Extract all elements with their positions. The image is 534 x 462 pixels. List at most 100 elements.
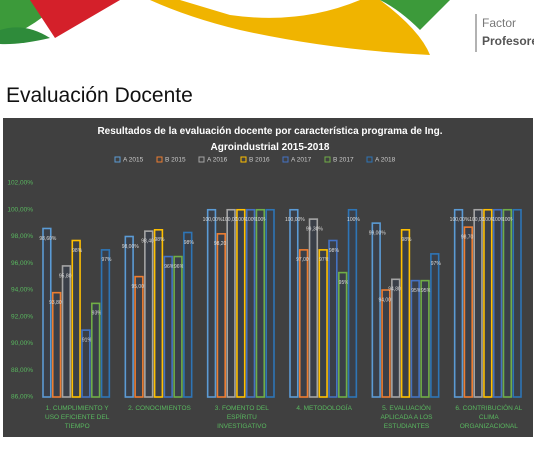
value-label: 99,30%	[306, 226, 324, 232]
value-label: 96%	[174, 264, 185, 270]
bar	[255, 208, 266, 398]
white-shape	[180, 0, 360, 18]
x-tick-label: 4. METODOLOGÍA	[296, 405, 352, 412]
value-label: 98%	[72, 248, 83, 254]
bar	[298, 249, 309, 398]
y-tick-label: 96,00%	[11, 260, 33, 267]
value-label: 98%	[329, 248, 340, 254]
y-tick-label: 86,00%	[11, 394, 33, 401]
value-label: 91%	[82, 337, 93, 343]
bar	[512, 208, 522, 398]
bar	[381, 289, 391, 398]
bar	[502, 208, 513, 398]
bar	[400, 229, 411, 398]
value-label: 100%	[245, 217, 258, 223]
legend-label: A 2016	[207, 157, 228, 164]
value-label: 98%	[184, 240, 195, 246]
bar	[473, 208, 483, 398]
bar	[236, 208, 246, 398]
legend-label: B 2016	[249, 157, 270, 164]
bar	[183, 231, 193, 398]
legend-label: B 2015	[165, 157, 186, 164]
bar	[206, 208, 217, 398]
value-label: 93%	[92, 311, 103, 317]
bar	[51, 291, 62, 398]
legend-label: A 2017	[291, 157, 312, 164]
value-label: 98%	[401, 237, 412, 243]
value-label: 97%	[319, 257, 330, 263]
value-label: 95,80%	[59, 273, 77, 279]
bar	[42, 227, 52, 398]
green-shape	[380, 0, 450, 30]
value-label: 97%	[431, 261, 442, 267]
legend-swatch	[114, 156, 121, 163]
value-label: 95%	[411, 288, 422, 294]
bar	[308, 218, 319, 398]
yellow-shape	[150, 0, 430, 55]
bar	[265, 208, 275, 398]
value-label: 100,00%	[450, 217, 470, 223]
legend-swatch	[156, 156, 163, 163]
bar	[430, 253, 440, 398]
value-label: 100%	[235, 217, 248, 223]
value-label: 97%	[101, 257, 112, 263]
x-tick-label: 3. FOMENTO DEL ESPÍRITU INVESTIGATIVO	[214, 405, 269, 430]
green-shape	[0, 27, 50, 45]
bar	[216, 233, 226, 398]
header-art	[0, 0, 477, 55]
value-label: 100%	[347, 217, 360, 223]
value-label: 99,00%	[369, 230, 387, 236]
value-label: 100,00%	[222, 217, 242, 223]
value-label: 98,40%	[141, 238, 159, 244]
bar	[420, 279, 430, 398]
value-label: 98,00%	[122, 244, 140, 250]
legend-label: A 2015	[123, 157, 144, 164]
value-label: 93,80%	[49, 300, 67, 306]
x-tick-label: 2. CONOCIMIENTOS	[128, 405, 191, 412]
chart-panel	[3, 118, 533, 437]
chart-title: Resultados de la evaluación docente por …	[97, 126, 443, 153]
page-title: Evaluación Docente	[6, 84, 193, 107]
bar	[410, 279, 420, 398]
bar	[338, 271, 348, 398]
bar	[71, 239, 81, 398]
value-label: 95%	[339, 280, 350, 286]
bar	[134, 275, 144, 398]
value-label: 100%	[492, 217, 505, 223]
value-label: 94,00%	[378, 297, 396, 303]
legend-swatch	[324, 156, 331, 163]
bar	[163, 255, 173, 398]
bar	[91, 302, 101, 398]
x-tick-label: 6. CONTRIBUCIÓN AL CLIMA ORGANIZACIONAL	[455, 405, 523, 430]
value-label: 98,70%	[461, 234, 479, 240]
value-label: 96%	[164, 264, 175, 270]
legend-swatch	[282, 156, 289, 163]
bar	[318, 249, 328, 398]
bar	[289, 208, 299, 398]
bar	[153, 229, 164, 398]
bar	[100, 249, 111, 398]
logo-text: Factor	[482, 16, 517, 30]
legend-label: B 2017	[333, 157, 354, 164]
bar	[371, 222, 381, 398]
value-label: 94,80%	[388, 287, 406, 293]
value-label: 100,00%	[469, 217, 489, 223]
legend-swatch	[198, 156, 205, 163]
bar	[328, 239, 338, 398]
header: Factor Profesores	[0, 0, 534, 80]
y-tick-label: 94,00%	[11, 287, 33, 294]
bar	[124, 235, 134, 398]
bar	[173, 255, 183, 398]
value-label: 100%	[255, 217, 268, 223]
bar	[483, 208, 493, 398]
x-tick-label: 5. EVALUACIÓN APLICADA A LOS ESTUDIANTES	[380, 405, 433, 430]
legend-swatch	[366, 156, 373, 163]
legend-swatch	[240, 156, 247, 163]
y-tick-label: 88,00%	[11, 367, 33, 374]
x-tick-label: 1. CUMPLIMIENTO Y USO EFICIENTE DEL TIEM…	[45, 405, 110, 430]
y-tick-label: 98,00%	[11, 233, 33, 240]
bar	[245, 208, 256, 398]
value-label: 98,60%	[39, 236, 57, 242]
logo-text: Profesores	[482, 34, 534, 48]
